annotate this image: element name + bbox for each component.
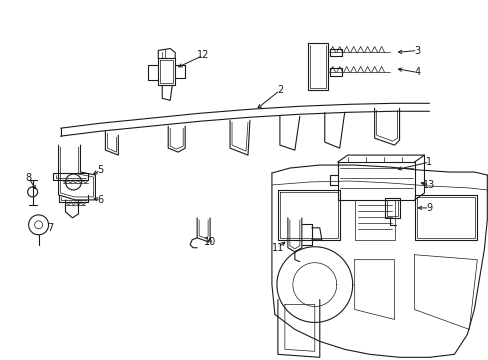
Text: 6: 6	[97, 195, 103, 205]
Text: 5: 5	[97, 165, 103, 175]
Text: 1: 1	[426, 157, 432, 167]
Text: 13: 13	[423, 180, 435, 190]
Text: 7: 7	[47, 223, 54, 233]
Text: 11: 11	[271, 243, 284, 253]
Text: 4: 4	[414, 67, 420, 77]
Text: 9: 9	[426, 203, 432, 213]
Text: 10: 10	[203, 237, 216, 247]
Text: 12: 12	[197, 50, 209, 60]
Text: 3: 3	[414, 45, 420, 55]
Text: 2: 2	[276, 85, 283, 95]
Text: 8: 8	[25, 173, 32, 183]
